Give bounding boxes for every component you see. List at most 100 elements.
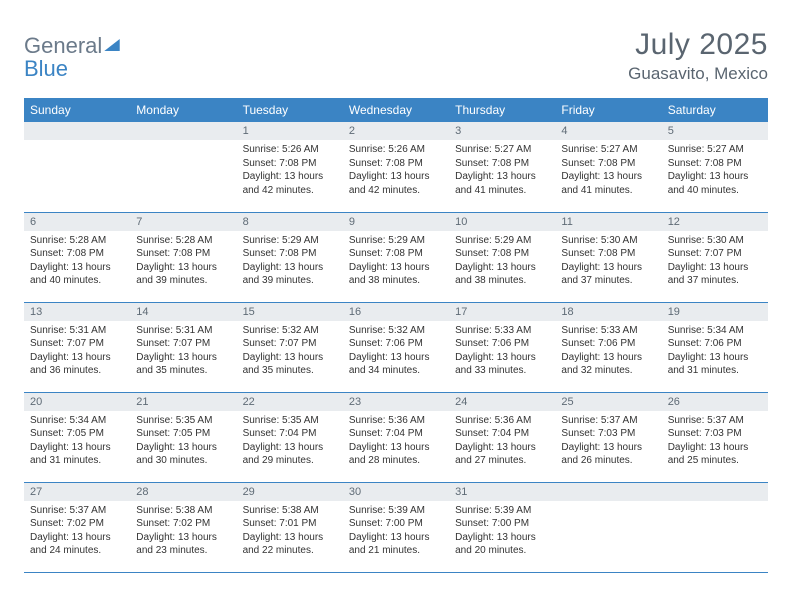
day-number: 1	[237, 122, 343, 140]
calendar-cell: 14Sunrise: 5:31 AMSunset: 7:07 PMDayligh…	[130, 302, 236, 392]
calendar-cell: 24Sunrise: 5:36 AMSunset: 7:04 PMDayligh…	[449, 392, 555, 482]
weekday-header-row: Sunday Monday Tuesday Wednesday Thursday…	[24, 98, 768, 122]
calendar-cell: 5Sunrise: 5:27 AMSunset: 7:08 PMDaylight…	[662, 122, 768, 212]
day-number: 5	[662, 122, 768, 140]
day-number: 22	[237, 393, 343, 411]
calendar-cell	[24, 122, 130, 212]
day-content: Sunrise: 5:33 AMSunset: 7:06 PMDaylight:…	[555, 321, 661, 384]
day-content: Sunrise: 5:33 AMSunset: 7:06 PMDaylight:…	[449, 321, 555, 384]
calendar-cell: 4Sunrise: 5:27 AMSunset: 7:08 PMDaylight…	[555, 122, 661, 212]
calendar-cell: 28Sunrise: 5:38 AMSunset: 7:02 PMDayligh…	[130, 482, 236, 572]
day-number: 23	[343, 393, 449, 411]
day-number: 16	[343, 303, 449, 321]
calendar-cell: 26Sunrise: 5:37 AMSunset: 7:03 PMDayligh…	[662, 392, 768, 482]
day-content: Sunrise: 5:36 AMSunset: 7:04 PMDaylight:…	[449, 411, 555, 474]
location: Guasavito, Mexico	[628, 64, 768, 84]
day-content: Sunrise: 5:26 AMSunset: 7:08 PMDaylight:…	[237, 140, 343, 203]
calendar-cell: 9Sunrise: 5:29 AMSunset: 7:08 PMDaylight…	[343, 212, 449, 302]
day-number: 15	[237, 303, 343, 321]
calendar-week-row: 6Sunrise: 5:28 AMSunset: 7:08 PMDaylight…	[24, 212, 768, 302]
day-number: 19	[662, 303, 768, 321]
day-number: 7	[130, 213, 236, 231]
day-content: Sunrise: 5:27 AMSunset: 7:08 PMDaylight:…	[449, 140, 555, 203]
calendar-week-row: 1Sunrise: 5:26 AMSunset: 7:08 PMDaylight…	[24, 122, 768, 212]
calendar-cell: 21Sunrise: 5:35 AMSunset: 7:05 PMDayligh…	[130, 392, 236, 482]
day-content: Sunrise: 5:27 AMSunset: 7:08 PMDaylight:…	[662, 140, 768, 203]
calendar-cell: 22Sunrise: 5:35 AMSunset: 7:04 PMDayligh…	[237, 392, 343, 482]
weekday-header: Thursday	[449, 98, 555, 122]
day-number: 8	[237, 213, 343, 231]
day-content: Sunrise: 5:38 AMSunset: 7:02 PMDaylight:…	[130, 501, 236, 564]
day-number: 21	[130, 393, 236, 411]
calendar-cell: 19Sunrise: 5:34 AMSunset: 7:06 PMDayligh…	[662, 302, 768, 392]
calendar-cell	[555, 482, 661, 572]
day-content: Sunrise: 5:31 AMSunset: 7:07 PMDaylight:…	[24, 321, 130, 384]
weekday-header: Friday	[555, 98, 661, 122]
calendar-cell: 1Sunrise: 5:26 AMSunset: 7:08 PMDaylight…	[237, 122, 343, 212]
calendar-table: Sunday Monday Tuesday Wednesday Thursday…	[24, 98, 768, 573]
day-content: Sunrise: 5:28 AMSunset: 7:08 PMDaylight:…	[130, 231, 236, 294]
day-number: 28	[130, 483, 236, 501]
day-content: Sunrise: 5:26 AMSunset: 7:08 PMDaylight:…	[343, 140, 449, 203]
day-number: 24	[449, 393, 555, 411]
day-content: Sunrise: 5:32 AMSunset: 7:06 PMDaylight:…	[343, 321, 449, 384]
logo: GeneralBlue	[24, 28, 120, 80]
day-content: Sunrise: 5:39 AMSunset: 7:00 PMDaylight:…	[449, 501, 555, 564]
day-content: Sunrise: 5:27 AMSunset: 7:08 PMDaylight:…	[555, 140, 661, 203]
calendar-cell: 29Sunrise: 5:38 AMSunset: 7:01 PMDayligh…	[237, 482, 343, 572]
day-number: 14	[130, 303, 236, 321]
day-number: 6	[24, 213, 130, 231]
day-content: Sunrise: 5:36 AMSunset: 7:04 PMDaylight:…	[343, 411, 449, 474]
logo-triangle-icon	[104, 32, 120, 55]
weekday-header: Sunday	[24, 98, 130, 122]
calendar-cell: 6Sunrise: 5:28 AMSunset: 7:08 PMDaylight…	[24, 212, 130, 302]
calendar-cell: 2Sunrise: 5:26 AMSunset: 7:08 PMDaylight…	[343, 122, 449, 212]
day-number: 25	[555, 393, 661, 411]
day-number: 18	[555, 303, 661, 321]
day-content: Sunrise: 5:35 AMSunset: 7:04 PMDaylight:…	[237, 411, 343, 474]
day-content: Sunrise: 5:29 AMSunset: 7:08 PMDaylight:…	[343, 231, 449, 294]
day-content: Sunrise: 5:38 AMSunset: 7:01 PMDaylight:…	[237, 501, 343, 564]
day-content: Sunrise: 5:30 AMSunset: 7:08 PMDaylight:…	[555, 231, 661, 294]
day-content: Sunrise: 5:29 AMSunset: 7:08 PMDaylight:…	[237, 231, 343, 294]
calendar-cell: 31Sunrise: 5:39 AMSunset: 7:00 PMDayligh…	[449, 482, 555, 572]
day-number: 9	[343, 213, 449, 231]
day-content: Sunrise: 5:37 AMSunset: 7:03 PMDaylight:…	[555, 411, 661, 474]
calendar-cell	[130, 122, 236, 212]
weekday-header: Saturday	[662, 98, 768, 122]
day-number: 12	[662, 213, 768, 231]
day-content: Sunrise: 5:39 AMSunset: 7:00 PMDaylight:…	[343, 501, 449, 564]
calendar-cell: 23Sunrise: 5:36 AMSunset: 7:04 PMDayligh…	[343, 392, 449, 482]
day-number: 4	[555, 122, 661, 140]
day-content: Sunrise: 5:34 AMSunset: 7:06 PMDaylight:…	[662, 321, 768, 384]
logo-text-blue: Blue	[24, 57, 120, 80]
calendar-cell: 11Sunrise: 5:30 AMSunset: 7:08 PMDayligh…	[555, 212, 661, 302]
day-number: 20	[24, 393, 130, 411]
day-number: 13	[24, 303, 130, 321]
day-content: Sunrise: 5:37 AMSunset: 7:03 PMDaylight:…	[662, 411, 768, 474]
calendar-cell: 13Sunrise: 5:31 AMSunset: 7:07 PMDayligh…	[24, 302, 130, 392]
weekday-header: Wednesday	[343, 98, 449, 122]
calendar-cell: 3Sunrise: 5:27 AMSunset: 7:08 PMDaylight…	[449, 122, 555, 212]
day-number: 11	[555, 213, 661, 231]
day-content: Sunrise: 5:30 AMSunset: 7:07 PMDaylight:…	[662, 231, 768, 294]
day-content: Sunrise: 5:37 AMSunset: 7:02 PMDaylight:…	[24, 501, 130, 564]
calendar-cell: 27Sunrise: 5:37 AMSunset: 7:02 PMDayligh…	[24, 482, 130, 572]
calendar-cell: 18Sunrise: 5:33 AMSunset: 7:06 PMDayligh…	[555, 302, 661, 392]
day-number: 3	[449, 122, 555, 140]
day-number: 27	[24, 483, 130, 501]
month-title: July 2025	[628, 28, 768, 62]
calendar-cell: 15Sunrise: 5:32 AMSunset: 7:07 PMDayligh…	[237, 302, 343, 392]
calendar-cell: 20Sunrise: 5:34 AMSunset: 7:05 PMDayligh…	[24, 392, 130, 482]
calendar-week-row: 27Sunrise: 5:37 AMSunset: 7:02 PMDayligh…	[24, 482, 768, 572]
day-content: Sunrise: 5:29 AMSunset: 7:08 PMDaylight:…	[449, 231, 555, 294]
calendar-cell: 10Sunrise: 5:29 AMSunset: 7:08 PMDayligh…	[449, 212, 555, 302]
calendar-week-row: 20Sunrise: 5:34 AMSunset: 7:05 PMDayligh…	[24, 392, 768, 482]
day-content: Sunrise: 5:34 AMSunset: 7:05 PMDaylight:…	[24, 411, 130, 474]
calendar-cell: 7Sunrise: 5:28 AMSunset: 7:08 PMDaylight…	[130, 212, 236, 302]
calendar-cell: 30Sunrise: 5:39 AMSunset: 7:00 PMDayligh…	[343, 482, 449, 572]
day-number: 10	[449, 213, 555, 231]
day-content: Sunrise: 5:28 AMSunset: 7:08 PMDaylight:…	[24, 231, 130, 294]
day-number: 26	[662, 393, 768, 411]
day-content: Sunrise: 5:35 AMSunset: 7:05 PMDaylight:…	[130, 411, 236, 474]
